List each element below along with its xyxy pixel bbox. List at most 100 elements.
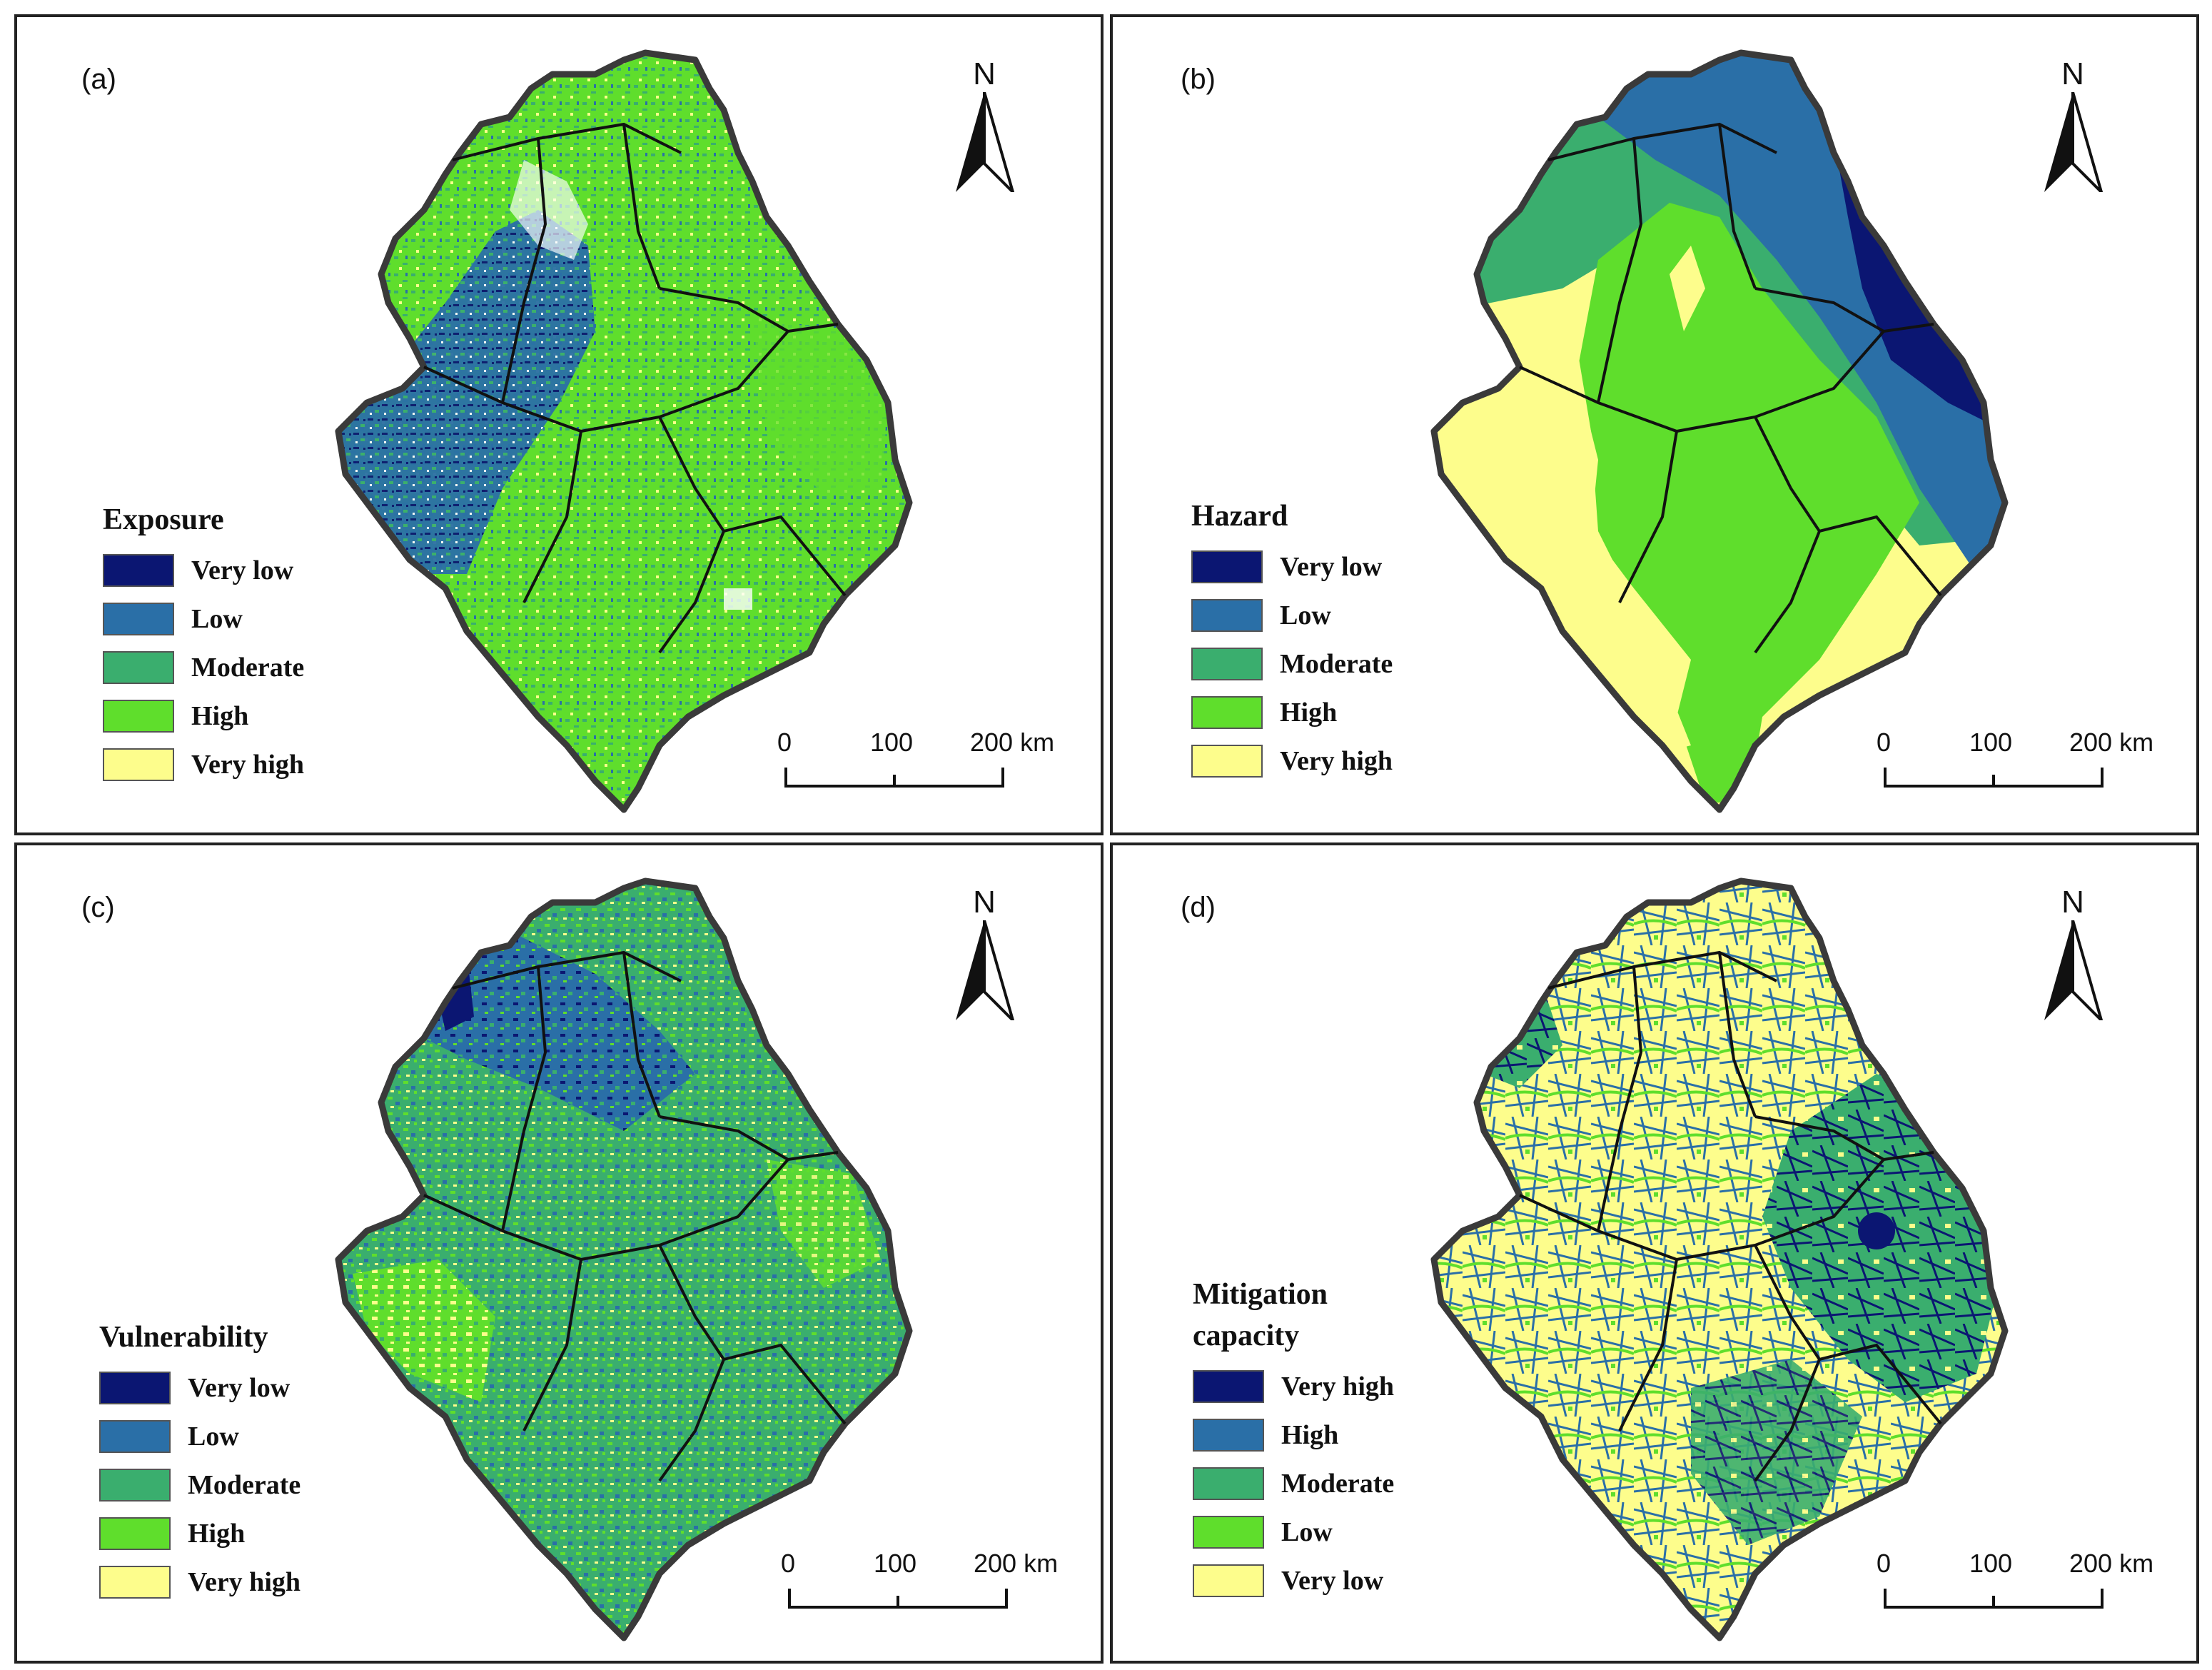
north-arrow-a: N xyxy=(952,56,1016,192)
legend-label: Very high xyxy=(1280,746,1393,776)
legend-item: Low xyxy=(103,595,304,643)
legend-item: High xyxy=(103,692,304,740)
scale-tick-100: 100 xyxy=(874,1549,917,1578)
scale-tick-0: 0 xyxy=(1877,728,1892,757)
scale-tick-200: 200 km xyxy=(2069,728,2154,757)
legend-title: Vulnerability xyxy=(99,1321,268,1354)
exposure-boundaries xyxy=(423,122,847,654)
panel-hazard: (b) N Hazard Very low Low Moderate High … xyxy=(1110,14,2199,835)
legend-swatch xyxy=(99,1372,171,1404)
legend-title: Exposure xyxy=(103,503,224,536)
panel-mitigation: (d) N Mitigation capacity Very high High… xyxy=(1110,842,2199,1664)
panel-label-d: (d) xyxy=(1181,892,1216,923)
legend-swatch xyxy=(99,1420,171,1453)
scale-tick-200: 200 km xyxy=(974,1549,1059,1578)
scale-bar-d: 0 100 200 km xyxy=(1877,1549,2153,1627)
hazard-outline xyxy=(1430,49,2009,813)
legend-item: Very high xyxy=(1191,737,1393,785)
panel-label-b: (b) xyxy=(1181,64,1216,95)
legend-title-line1: Mitigation xyxy=(1193,1278,1328,1311)
mitigation-outline xyxy=(1430,877,2009,1641)
scale-tick-200: 200 km xyxy=(970,728,1055,757)
vulnerability-high-east xyxy=(767,1160,881,1288)
panel-label-c: (c) xyxy=(81,892,115,923)
north-arrow-icon xyxy=(2044,92,2104,192)
legend-item: Moderate xyxy=(99,1461,301,1509)
north-label: N xyxy=(973,885,996,920)
north-arrow-icon xyxy=(956,92,1015,192)
legend-swatch xyxy=(1193,1419,1264,1452)
legend-item: Moderate xyxy=(103,643,304,692)
legend-swatch xyxy=(1191,745,1263,778)
legend-label: Moderate xyxy=(188,1470,301,1500)
legend-exposure: Exposure Very low Low Moderate High Very… xyxy=(103,499,304,789)
legend-swatch xyxy=(1193,1516,1264,1549)
scale-tick-200: 200 km xyxy=(2069,1549,2154,1578)
north-arrow-icon xyxy=(2044,920,2104,1020)
north-arrow-icon xyxy=(956,920,1015,1020)
legend-label: Very low xyxy=(1280,552,1383,582)
exposure-yellow-spot xyxy=(724,588,752,610)
north-label: N xyxy=(2061,885,2084,920)
hazard-veryhigh-west xyxy=(1434,346,1691,760)
legend-title: Mitigation capacity xyxy=(1193,1274,1394,1357)
legend-label: Low xyxy=(191,604,243,634)
exposure-low-west xyxy=(338,210,595,574)
scale-tick-100: 100 xyxy=(1969,728,2013,757)
scale-bar-a: 0 100 200 km xyxy=(777,728,1054,806)
legend-label: Low xyxy=(1281,1517,1333,1547)
legend-item: Low xyxy=(1193,1508,1394,1556)
legend-label: Very low xyxy=(188,1373,291,1403)
legend-item: Low xyxy=(99,1412,301,1461)
legend-label: Very high xyxy=(1281,1372,1395,1402)
mitigation-boundaries xyxy=(1519,950,1942,1482)
legend-item: Very low xyxy=(103,546,304,595)
legend-label: High xyxy=(1281,1420,1339,1450)
legend-swatch xyxy=(103,554,174,587)
legend-item: High xyxy=(1193,1411,1394,1459)
legend-hazard: Hazard Very low Low Moderate High Very h… xyxy=(1191,496,1393,785)
legend-label: Very high xyxy=(188,1567,301,1597)
legend-swatch xyxy=(99,1469,171,1502)
panel-label-a: (a) xyxy=(81,64,116,95)
scale-tick-100: 100 xyxy=(870,728,914,757)
scale-tick-0: 0 xyxy=(777,728,792,757)
scale-tick-0: 0 xyxy=(1877,1549,1892,1578)
legend-title: Hazard xyxy=(1191,500,1288,533)
scale-tick-100: 100 xyxy=(1969,1549,2013,1578)
legend-swatch xyxy=(1193,1370,1264,1403)
map-exposure xyxy=(335,49,913,813)
vulnerability-boundaries xyxy=(423,950,847,1482)
map-mitigation xyxy=(1430,877,2009,1641)
scale-bar-line xyxy=(1884,1589,2104,1609)
scale-bar-b: 0 100 200 km xyxy=(1877,728,2153,806)
legend-swatch xyxy=(1193,1564,1264,1597)
map-vulnerability xyxy=(335,877,913,1641)
legend-label: Very low xyxy=(1281,1566,1384,1596)
vulnerability-high-south xyxy=(353,1259,495,1402)
legend-label: Very high xyxy=(191,750,305,780)
panel-exposure: (a) N Exposure Very low Low Moderate Hig… xyxy=(14,14,1104,835)
vulnerability-outline xyxy=(335,877,913,1641)
legend-item: Very high xyxy=(99,1558,301,1606)
panel-vulnerability: (c) N Vulnerability Very low Low Moderat… xyxy=(14,842,1104,1664)
legend-item: Moderate xyxy=(1191,640,1393,688)
legend-item: Very high xyxy=(1193,1362,1394,1411)
legend-item: Very low xyxy=(1191,543,1393,591)
north-label: N xyxy=(2061,56,2084,91)
legend-label: High xyxy=(188,1519,246,1549)
legend-label: Moderate xyxy=(1281,1469,1395,1499)
legend-swatch xyxy=(1193,1467,1264,1500)
legend-item: Moderate xyxy=(1193,1459,1394,1508)
hazard-high-center xyxy=(1577,203,1919,803)
legend-label: Low xyxy=(188,1422,239,1452)
legend-item: Low xyxy=(1191,591,1393,640)
legend-swatch xyxy=(103,603,174,635)
north-arrow-d: N xyxy=(2041,885,2105,1020)
legend-label: Moderate xyxy=(191,653,305,683)
legend-swatch xyxy=(1191,648,1263,680)
scale-bar-line xyxy=(788,1589,1008,1609)
legend-swatch xyxy=(103,748,174,781)
north-arrow-c: N xyxy=(952,885,1016,1020)
legend-swatch xyxy=(1191,696,1263,729)
